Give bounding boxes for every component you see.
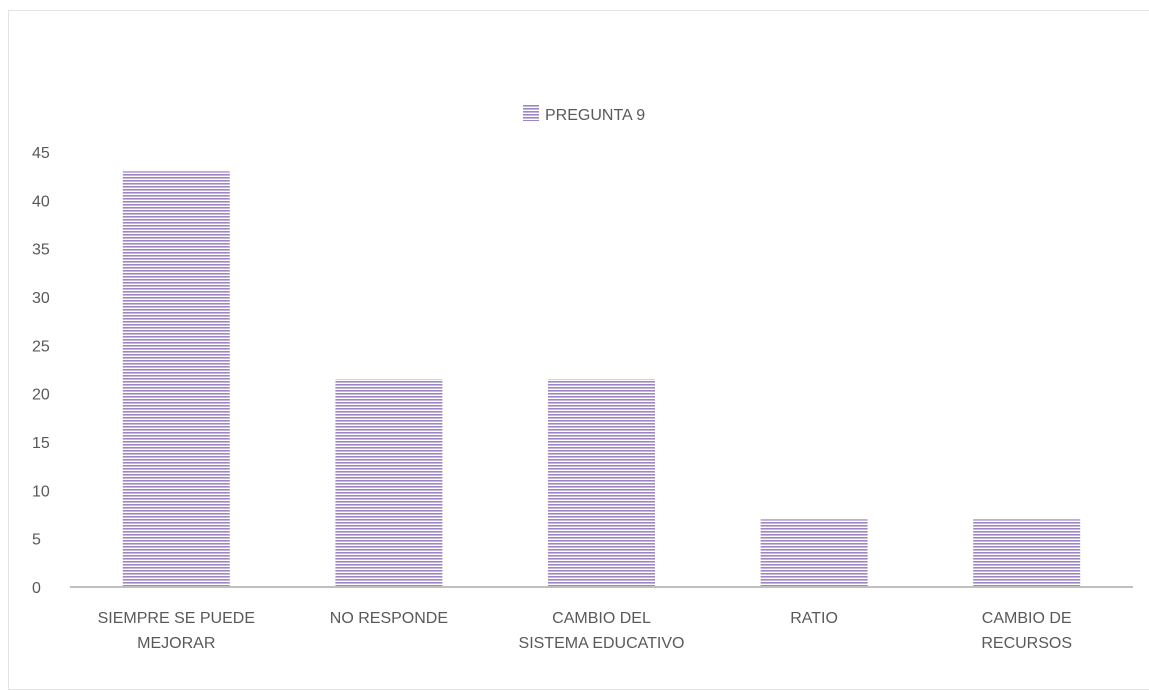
bar-0	[122, 171, 230, 588]
bar-1	[335, 379, 443, 587]
y-tick-label: 30	[32, 290, 50, 307]
x-category-label: RECURSOS	[981, 635, 1072, 652]
y-tick-label: 20	[32, 387, 50, 404]
x-axis-category-labels: SIEMPRE SE PUEDE MEJORAR NO RESPONDE CAMBIO…	[98, 610, 1072, 652]
bar-4	[973, 519, 1081, 587]
legend-label-pregunta-9: PREGUNTA 9	[545, 107, 645, 124]
y-tick-label: 45	[32, 145, 50, 162]
x-category-label: RATIO	[790, 610, 838, 627]
x-category-label: SIEMPRE SE PUEDE	[98, 610, 255, 627]
bar-chart: PREGUNTA 9 0 5 10 15 20 25 30 35 40 45 SIEMPRE SE…	[32, 105, 1133, 652]
legend-swatch	[523, 105, 539, 121]
y-tick-label: 0	[32, 580, 41, 597]
x-category-label: SISTEMA EDUCATIVO	[519, 635, 685, 652]
x-category-label: CAMBIO DE	[982, 610, 1072, 627]
y-axis-tick-labels: 0 5 10 15 20 25 30 35 40 45	[32, 145, 50, 597]
bar-2	[548, 379, 655, 587]
x-category-label: MEJORAR	[137, 635, 215, 652]
x-category-label: NO RESPONDE	[330, 610, 448, 627]
y-tick-label: 25	[32, 338, 50, 355]
y-tick-label: 35	[32, 242, 50, 259]
bar-3	[760, 519, 868, 587]
x-category-label: CAMBIO DEL	[552, 610, 651, 627]
bars	[122, 171, 1081, 588]
legend: PREGUNTA 9	[523, 105, 645, 124]
y-tick-label: 10	[32, 483, 50, 500]
y-tick-label: 5	[32, 532, 41, 549]
y-tick-label: 15	[32, 435, 50, 452]
y-tick-label: 40	[32, 193, 50, 210]
